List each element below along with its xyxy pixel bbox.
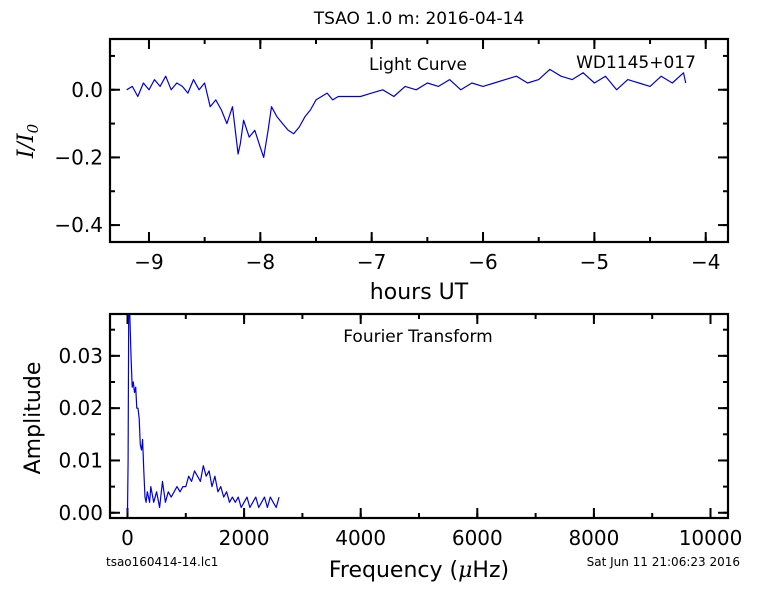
- fourier-x-axis-label: Frequency (μHz): [329, 558, 509, 583]
- fourier-panel: 0 2000 4000 6000 8000 10000 0.00 0.01 0.02 0.03 F…: [21, 312, 742, 583]
- y-tick-label: 0.0: [71, 78, 103, 102]
- y-tick-label: −0.4: [54, 213, 103, 237]
- fourier-y-axis-label: Amplitude: [21, 362, 46, 475]
- figure-title: TSAO 1.0 m: 2016-04-14: [313, 9, 525, 29]
- light-curve-series-line: [126, 68, 687, 158]
- light-curve-y-axis-label: I/I0: [14, 123, 42, 159]
- y-label-subscript: 0: [24, 123, 42, 133]
- light-curve-x-axis-label: hours UT: [370, 280, 469, 305]
- light-curve-annotation: Light Curve: [369, 55, 467, 75]
- fourier-annotation: Fourier Transform: [343, 327, 492, 347]
- x-tick-label: 4000: [335, 526, 386, 550]
- x-tick-label: −7: [357, 250, 386, 274]
- light-curve-tick-labels: −9 −8 −7 −6 −5 −4 0.0 −0.2 −0.4: [54, 78, 720, 274]
- y-tick-label: 0.00: [58, 501, 103, 525]
- x-tick-label: 10000: [679, 526, 743, 550]
- x-tick-label: 2000: [219, 526, 270, 550]
- y-tick-label: 0.03: [58, 344, 103, 368]
- footer-filename: tsao160414-14.lc1: [106, 555, 218, 569]
- svg-text:I/I0: I/I0: [14, 123, 42, 159]
- x-tick-label: −9: [134, 250, 163, 274]
- y-tick-label: 0.02: [58, 396, 103, 420]
- x-tick-label: −8: [246, 250, 275, 274]
- x-tick-label: 8000: [568, 526, 619, 550]
- x-label-mu: μ: [458, 558, 472, 583]
- light-curve-panel: −9 −8 −7 −6 −5 −4 0.0 −0.2 −0.4 Light Curve WD11…: [14, 37, 730, 305]
- target-name-annotation: WD1145+017: [576, 53, 696, 73]
- y-tick-label: 0.01: [58, 448, 103, 472]
- y-label-main: I/I: [14, 132, 39, 159]
- x-tick-label: 6000: [452, 526, 503, 550]
- fourier-frame: [108, 312, 730, 520]
- x-label-pre: Frequency (: [329, 558, 458, 583]
- light-curve-frame: [108, 37, 730, 244]
- x-tick-label: −4: [691, 250, 720, 274]
- x-tick-label: −5: [580, 250, 609, 274]
- y-tick-label: −0.2: [54, 145, 103, 169]
- footer-timestamp: Sat Jun 11 21:06:23 2016: [587, 555, 740, 569]
- fourier-tick-labels: 0 2000 4000 6000 8000 10000 0.00 0.01 0.02 0.03: [58, 344, 742, 550]
- fourier-series-line: [126, 313, 280, 513]
- x-tick-label: −6: [468, 250, 497, 274]
- x-tick-label: 0: [121, 526, 134, 550]
- x-label-post: Hz): [472, 558, 509, 583]
